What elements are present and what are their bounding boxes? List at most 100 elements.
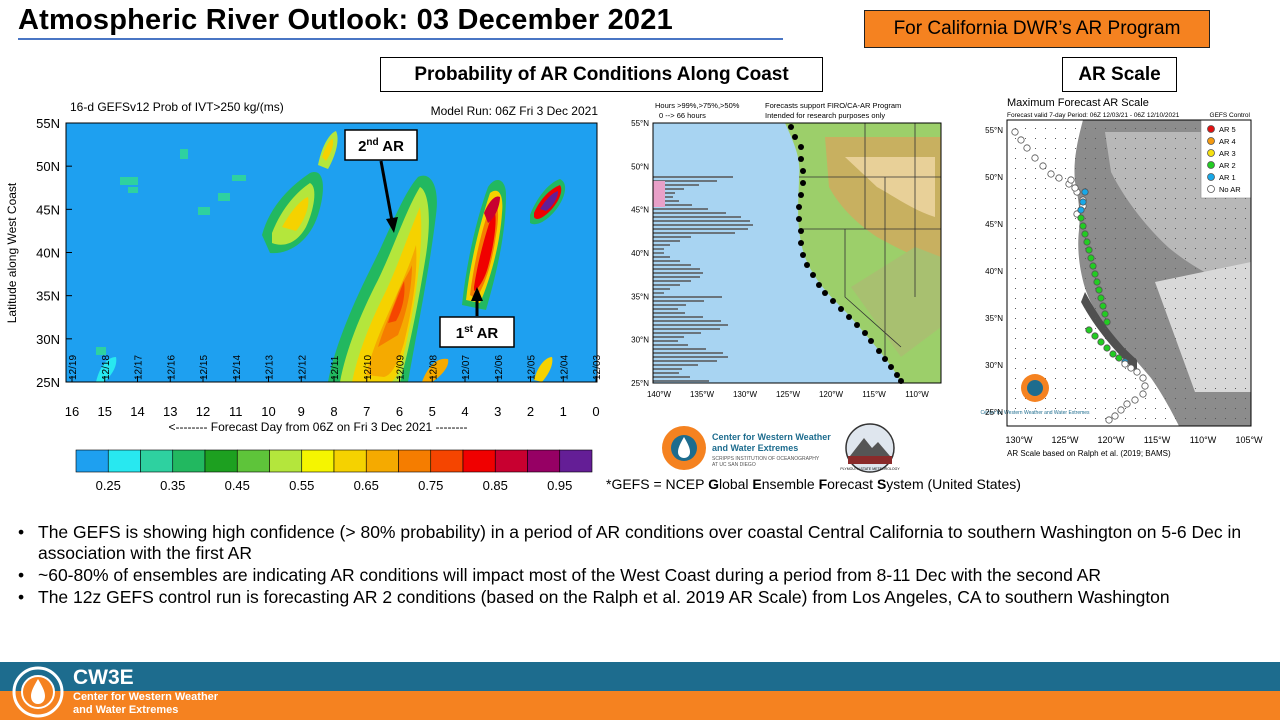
y-tick-label: 25N [36, 375, 60, 390]
ar-lat-labels: 55°N 50°N 45°N 40°N 35°N 30°N 25°N [985, 126, 1003, 417]
legend-swatch [1207, 161, 1215, 169]
colorbar-swatch [333, 449, 367, 473]
colorbar-swatch [430, 449, 464, 473]
bullet-item: • The 12z GEFS control run is forecasting… [18, 587, 1258, 608]
date-label: 12/14 [232, 355, 243, 380]
colorbar-label: 0.85 [483, 478, 508, 493]
coast-point-no-ar [1047, 170, 1055, 178]
cw3e-logo-line3: SCRIPPS INSTITUTION OF OCEANOGRAPHY [712, 456, 820, 462]
slide-title: Atmospheric River Outlook: 03 December 2… [18, 4, 673, 36]
x-tick-label: 4 [461, 404, 468, 419]
coast-point-ar2 [1099, 302, 1107, 310]
coast-point-ar2 [1081, 230, 1089, 238]
footer-banner: CW3E Center for Western Weather and Wate… [0, 662, 1280, 720]
lat-label: 25°N [631, 379, 649, 388]
y-tick-label: 55N [36, 116, 60, 131]
legend-label: AR 4 [1219, 137, 1236, 146]
coast-point-no-ar [1105, 416, 1113, 424]
coast-point [800, 180, 806, 186]
legend-swatch [1207, 149, 1215, 157]
coast-point-no-ar [1111, 412, 1119, 420]
bullet-text: The GEFS is showing high confidence (> 8… [38, 522, 1242, 563]
ar-legend [1200, 119, 1252, 199]
coast-point-ar2 [1097, 338, 1105, 346]
lat-label: 30°N [631, 336, 649, 345]
coast-point [800, 252, 806, 258]
lat-label: 55°N [631, 119, 649, 128]
date-label: 12/09 [396, 355, 407, 380]
date-label: 12/12 [297, 355, 308, 380]
legend-swatch [1207, 185, 1215, 193]
gefs-definition: *GEFS = NCEP Global Ensemble Forecast Sy… [606, 476, 1021, 492]
coast-point-no-ar [1023, 144, 1031, 152]
first-ar-label: 1st AR [456, 324, 499, 342]
coast-point-ar2 [1091, 270, 1099, 278]
lon-label: 120°W [1097, 435, 1125, 445]
lat-label: 45°N [985, 220, 1003, 229]
bullet-dot: • [18, 522, 25, 542]
lat-label: 40°N [631, 249, 649, 258]
map-header-left-2: 0 --> 66 hours [659, 111, 706, 120]
coast-point-ar2 [1085, 246, 1093, 254]
coast-point-no-ar [1031, 154, 1039, 162]
coast-point-ar2 [1097, 294, 1105, 302]
date-label: 12/18 [101, 355, 112, 380]
date-label: 12/07 [461, 355, 472, 380]
ar-map-footnote: AR Scale based on Ralph et al. (2019; BA… [1007, 449, 1171, 458]
coast-point-ar1 [1077, 206, 1085, 214]
coast-point-no-ar [1121, 360, 1129, 368]
coast-point [798, 228, 804, 234]
first-ar-arrowhead [471, 287, 483, 301]
date-labels: 12/19 12/18 12/17 12/16 12/15 12/14 12/13 12/12… [68, 355, 603, 380]
lon-labels: 140°W 135°W 130°W 125°W 120°W 115°W 110°W [647, 390, 929, 399]
colorbar-label: 0.75 [418, 478, 443, 493]
bullet-item: • The GEFS is showing high confidence (> … [18, 522, 1258, 564]
date-label: 12/11 [330, 355, 341, 380]
map-header-right-2: Intended for research purposes only [765, 111, 885, 120]
x-tick-label: 2 [527, 404, 534, 419]
lon-label: 115°W [862, 390, 886, 399]
colorbar-swatch [107, 449, 141, 473]
date-label: 12/04 [559, 355, 570, 380]
colorbar-swatch [75, 449, 109, 473]
coast-point-ar2 [1115, 354, 1123, 362]
legend-swatch [1207, 125, 1215, 133]
footer-subtitle-2: and Water Extremes [73, 704, 179, 716]
footer-blue-band [0, 662, 1280, 691]
ar-map-frame [1006, 119, 1252, 427]
coast-point-ar2 [1083, 238, 1091, 246]
colorbar-swatch [301, 449, 335, 473]
x-tick-labels: 16 15 14 13 12 11 10 9 8 7 6 5 4 3 2 1 0 [65, 376, 600, 419]
second-ar-label: 2nd AR [358, 137, 404, 155]
colorbar-label: 0.35 [160, 478, 185, 493]
lat-label: 30°N [985, 361, 1003, 370]
state-borders [799, 123, 941, 357]
lon-label: 135°W [690, 390, 715, 399]
coast-point-ar1 [1079, 198, 1087, 206]
ar-map-title: Maximum Forecast AR Scale [1007, 97, 1149, 109]
coast-point [862, 330, 868, 336]
ar-scale-section-label: AR Scale [1062, 57, 1177, 92]
x-tick-label: 0 [592, 404, 599, 419]
cw3e-logo-line2: and Water Extremes [712, 443, 798, 453]
terrain-highest [845, 157, 935, 217]
x-tick-label: 16 [65, 404, 79, 419]
colorbar-label: 0.55 [289, 478, 314, 493]
coast-point-ar2 [1103, 318, 1111, 326]
second-ar-callout [344, 129, 418, 161]
date-label: 12/10 [363, 355, 374, 380]
y-tick-label: 45N [36, 202, 60, 217]
colorbar-label: 0.65 [354, 478, 379, 493]
y-tick-label: 35N [36, 289, 60, 304]
x-tick-label: 15 [98, 404, 112, 419]
coast-point-no-ar [1017, 136, 1025, 144]
lon-label: 125°W [776, 390, 801, 399]
coast-point-no-ar [1071, 184, 1079, 192]
date-label: 12/15 [199, 355, 210, 380]
legend-label: AR 3 [1219, 149, 1236, 158]
colorbar-swatch [140, 449, 174, 473]
coast-point-ar2 [1101, 310, 1109, 318]
coast-point-no-ar [1139, 390, 1147, 398]
lat-label: 40°N [985, 267, 1003, 276]
x-tick-label: 14 [130, 404, 144, 419]
